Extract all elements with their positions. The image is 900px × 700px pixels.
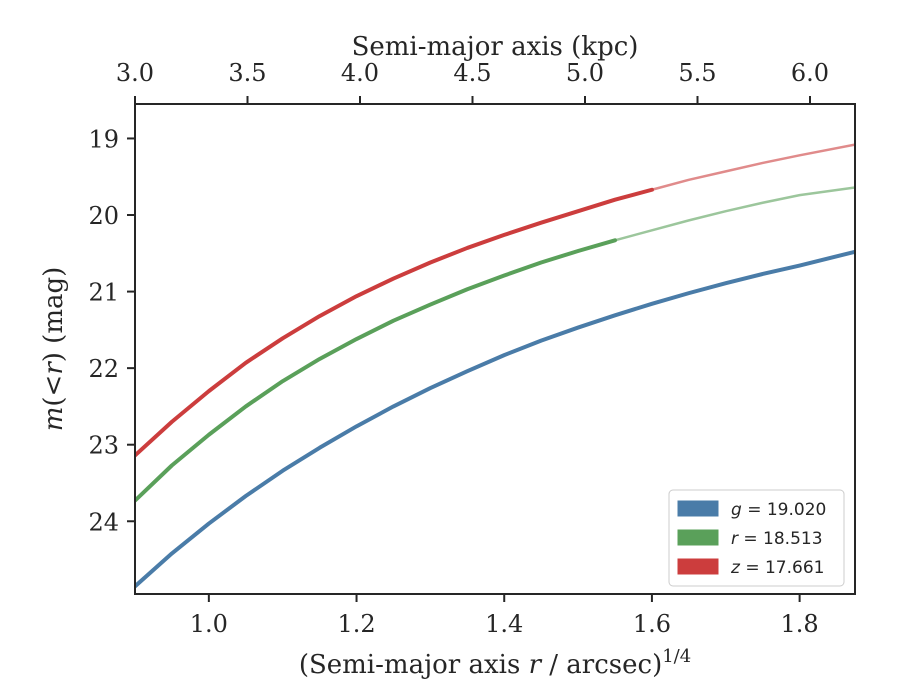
legend-label-z: z = 17.661 xyxy=(730,558,824,578)
x-tick-label: 1.0 xyxy=(190,610,228,638)
y-tick-label: 20 xyxy=(88,202,119,230)
series-z-extrapolated-line xyxy=(650,143,855,191)
y-axis-title: m(<r) (mag) xyxy=(39,267,69,432)
x-tick-label: 1.8 xyxy=(781,610,819,638)
series-layer xyxy=(135,143,855,589)
top-tick-label: 3.0 xyxy=(116,59,154,87)
legend: g = 19.020 r = 18.513 z = 17.661 xyxy=(668,489,845,587)
top-tick-label: 5.0 xyxy=(566,59,604,87)
top-axis-title: Semi-major axis (kpc) xyxy=(352,32,639,62)
top-tick-label: 5.5 xyxy=(678,59,716,87)
y-tick-label: 24 xyxy=(88,508,119,536)
legend-swatch-z xyxy=(677,558,719,575)
axes-layer: 1.0 1.2 1.4 1.6 1.8 19 20 21 22 23 24 3.0 3.5 4.0 4.5 5… xyxy=(88,59,829,638)
x-tick-label: 1.6 xyxy=(633,610,671,638)
x-tick-label: 1.4 xyxy=(485,610,523,638)
y-tick-label: 21 xyxy=(88,279,119,307)
legend-swatch-r xyxy=(677,529,719,546)
x-axis-title: (Semi-major axis r / arcsec)1/4 xyxy=(299,646,691,680)
series-r-extrapolated-line xyxy=(613,186,855,242)
legend-label-g: g = 19.020 xyxy=(731,500,826,520)
top-tick-label: 6.0 xyxy=(791,59,829,87)
series-r-line xyxy=(135,238,617,503)
y-tick-label: 19 xyxy=(88,125,119,153)
y-tick-label: 23 xyxy=(88,432,119,460)
legend-swatch-g xyxy=(677,500,719,517)
top-tick-label: 4.0 xyxy=(341,59,379,87)
plot-frame xyxy=(134,103,856,595)
series-g-line xyxy=(135,249,855,589)
y-tick-label: 22 xyxy=(88,355,119,383)
top-tick-label: 3.5 xyxy=(228,59,266,87)
top-tick-label: 4.5 xyxy=(453,59,491,87)
x-tick-label: 1.2 xyxy=(337,610,375,638)
series-z-line xyxy=(135,187,654,458)
legend-label-r: r = 18.513 xyxy=(731,529,823,549)
